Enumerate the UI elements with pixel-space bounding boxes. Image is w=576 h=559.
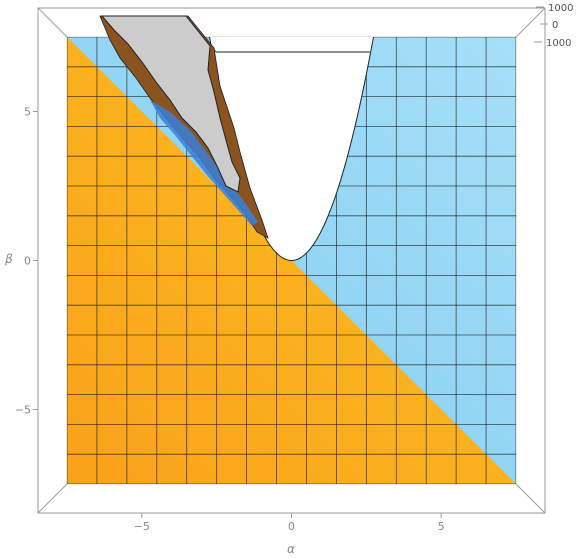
axis-layer: −5 0 5 5 0 −5 1000 0 1000 — [15, 3, 574, 533]
frame-edge — [37, 483, 68, 514]
gray-cap-layer — [99, 15, 269, 239]
gray-cap — [100, 15, 241, 193]
frame-edge — [515, 483, 546, 514]
y-tick-label: 0 — [24, 255, 31, 268]
frame-edge — [515, 7, 546, 38]
z-tick-label: 0 — [552, 20, 558, 31]
z-tick-label: 1000 — [548, 3, 573, 14]
x-axis-label: α — [287, 542, 295, 556]
x-tick-label: 5 — [438, 520, 445, 533]
x-tick-label: 0 — [288, 520, 295, 533]
y-axis-label: β — [4, 252, 13, 266]
frame-edge — [37, 7, 68, 38]
x-tick-label: −5 — [134, 520, 150, 533]
y-tick-label: 5 — [24, 106, 31, 119]
cap-blue-streak — [150, 100, 258, 226]
y-tick-label: −5 — [15, 404, 31, 417]
z-tick-label: 1000 — [546, 38, 571, 49]
